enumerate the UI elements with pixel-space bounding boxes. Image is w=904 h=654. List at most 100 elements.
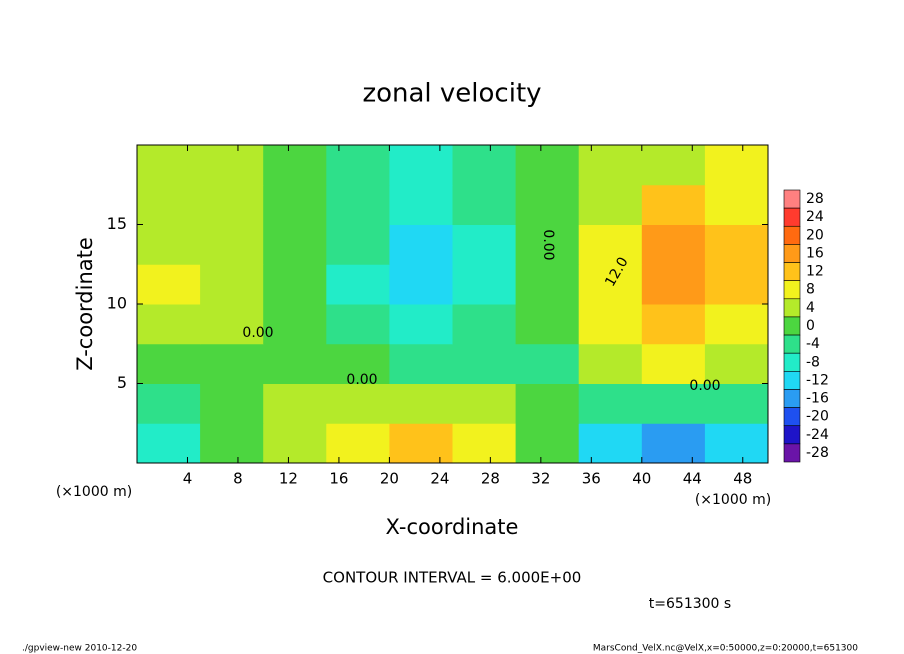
colorbar-label: 4 (806, 300, 815, 316)
colorbar-label: -20 (806, 409, 829, 425)
colorbar-box (783, 371, 801, 390)
heat-cell (200, 343, 264, 384)
heat-cell (641, 224, 706, 265)
heat-cell (326, 423, 390, 464)
heat-cell (641, 423, 706, 464)
heat-cell (515, 343, 580, 384)
footer-right: MarsCond_VelX.nc@VelX,x=0:50000,z=0:2000… (593, 644, 858, 654)
heat-cell (578, 145, 643, 186)
colorbar-box (783, 389, 801, 408)
heat-cell (137, 224, 201, 265)
heat-cell (326, 184, 390, 225)
colorbar-label: -28 (806, 445, 829, 461)
heat-cell (515, 304, 580, 345)
heat-cell (263, 304, 327, 345)
heat-cell (578, 184, 643, 225)
heat-cell (578, 343, 643, 384)
heat-cell (704, 184, 769, 225)
x-tick-label: 48 (733, 470, 752, 488)
heat-cell (263, 343, 327, 384)
heat-cell (452, 423, 517, 464)
colorbar-box (783, 244, 801, 263)
heat-cell (578, 383, 643, 424)
heat-cell (641, 264, 706, 305)
heat-cell (452, 145, 517, 186)
x-tick-label: 4 (183, 470, 193, 488)
heat-cell (263, 423, 327, 464)
colorbar-box (783, 443, 801, 463)
heat-cell (200, 304, 264, 345)
heat-cell (389, 343, 453, 384)
heat-cell (641, 343, 706, 384)
colorbar-box (783, 425, 801, 445)
colorbar-label: 28 (806, 191, 824, 207)
heat-cell (389, 184, 453, 225)
heat-cell (452, 304, 517, 345)
x-tick-label: 40 (632, 470, 651, 488)
heat-cell (704, 304, 769, 345)
heat-cell (137, 184, 201, 225)
heat-cell (389, 264, 453, 305)
y-tick-label: 5 (117, 373, 127, 392)
heat-cell (452, 343, 517, 384)
heat-cell (326, 264, 390, 305)
heat-cell (704, 423, 769, 464)
heat-cell (452, 184, 517, 225)
contour-label: 0.00 (689, 378, 720, 394)
heat-cell (515, 264, 580, 305)
x-axis-label: X-coordinate (386, 515, 519, 539)
heat-cell (452, 383, 517, 424)
colorbar-box (783, 316, 801, 336)
heat-cell (641, 184, 706, 225)
heat-cell (389, 423, 453, 464)
heat-cell (137, 383, 201, 424)
heat-cell (137, 145, 201, 186)
x-tick-label: 8 (233, 470, 243, 488)
heat-cell (641, 383, 706, 424)
y-tick-label: 15 (107, 214, 127, 233)
heat-cell (326, 343, 390, 384)
heat-cell (578, 423, 643, 464)
x-tick-label: 32 (531, 470, 550, 488)
heat-cell (200, 224, 264, 265)
colorbar-label: 16 (806, 245, 824, 261)
heat-cell (389, 383, 453, 424)
heat-cell (515, 423, 580, 464)
heat-cell (200, 145, 264, 186)
heat-cell (578, 304, 643, 345)
chart-title: zonal velocity (362, 79, 541, 109)
colorbar-box (783, 225, 801, 245)
time-label: t=651300 s (649, 596, 731, 612)
x-tick-label: 24 (430, 470, 449, 488)
colorbar-box (783, 207, 801, 227)
heat-cell (200, 184, 264, 225)
x-tick-label: 36 (582, 470, 601, 488)
heat-cell (326, 383, 390, 424)
colorbar-label: -4 (806, 336, 820, 352)
heat-cell (704, 264, 769, 305)
x-tick-label: 44 (683, 470, 702, 488)
heat-cell (704, 343, 769, 384)
heat-cell (515, 383, 580, 424)
heat-cell (389, 224, 453, 265)
colorbar-box (783, 407, 801, 427)
x-unit-label: (×1000 m) (695, 492, 771, 508)
heat-cell (263, 264, 327, 305)
contour-label: 0.00 (242, 325, 273, 341)
colorbar-label: 8 (806, 282, 815, 298)
colorbar-label: -8 (806, 354, 820, 370)
heat-cell (263, 145, 327, 186)
x-unit-label: (×1000 m) (56, 484, 132, 500)
colorbar-label: 20 (806, 227, 824, 243)
heat-cell (704, 224, 769, 265)
heat-cell (200, 264, 264, 305)
heat-cell (263, 184, 327, 225)
colorbar-box (783, 352, 801, 372)
heat-cell (578, 224, 643, 265)
colorbar-box (783, 262, 801, 281)
heat-cell (704, 145, 769, 186)
heat-cell (389, 145, 453, 186)
heat-cell (389, 304, 453, 345)
heat-cell (515, 145, 580, 186)
